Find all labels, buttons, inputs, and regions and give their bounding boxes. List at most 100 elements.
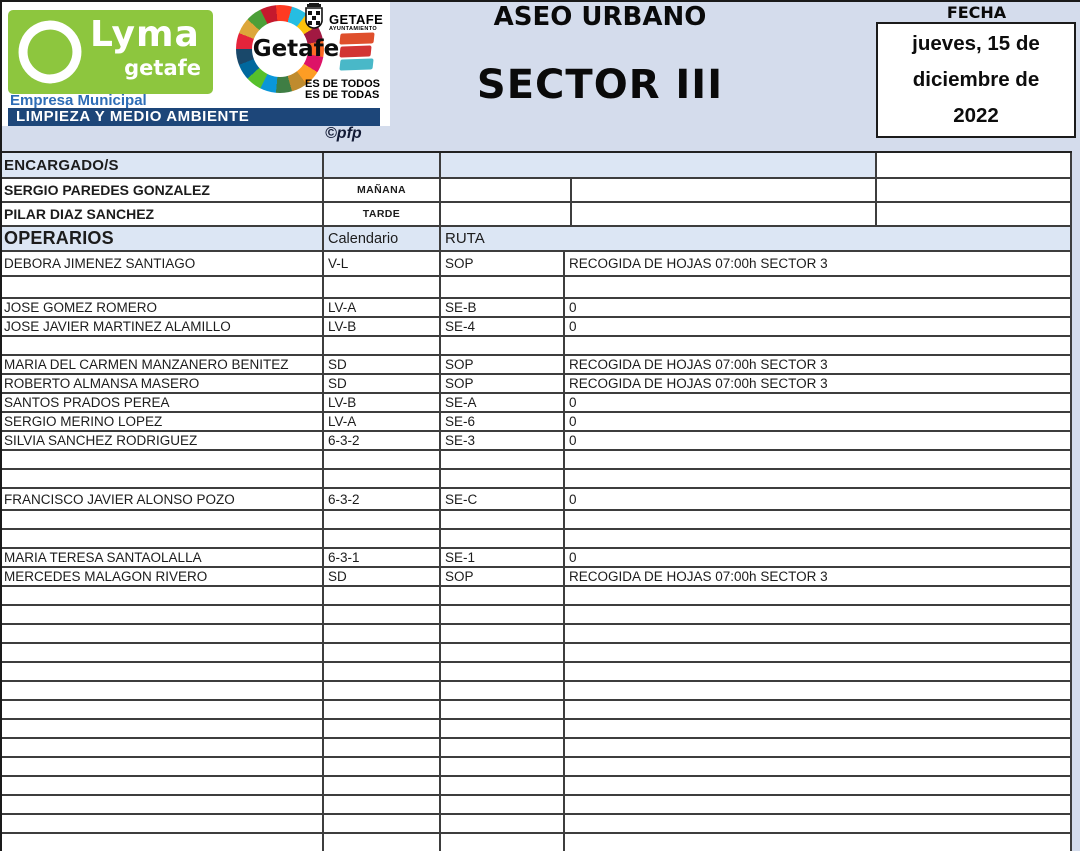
calendario-cell[interactable] [324,777,441,794]
tarea-cell[interactable]: 0 [565,432,1072,449]
calendario-cell[interactable] [324,758,441,775]
tarea-cell[interactable]: 0 [565,549,1072,566]
operario-name-cell[interactable]: DEBORA JIMENEZ SANTIAGO [0,252,324,275]
tarea-cell[interactable]: 0 [565,413,1072,430]
ruta-cell[interactable] [441,337,565,354]
tarea-cell[interactable] [565,470,1072,487]
calendario-header-cell[interactable]: Calendario [324,227,441,250]
calendario-cell[interactable] [324,587,441,604]
operario-name-cell[interactable]: FRANCISCO JAVIER ALONSO POZO [0,489,324,509]
operario-name-cell[interactable]: SANTOS PRADOS PEREA [0,394,324,411]
tarea-cell[interactable]: 0 [565,394,1072,411]
operario-name-cell[interactable]: SERGIO MERINO LOPEZ [0,413,324,430]
operario-name-cell[interactable] [0,337,324,354]
operario-name-cell[interactable]: ROBERTO ALMANSA MASERO [0,375,324,392]
calendario-cell[interactable] [324,606,441,623]
tarea-cell[interactable] [565,277,1072,297]
tarea-cell[interactable] [565,511,1072,528]
tarea-cell[interactable]: RECOGIDA DE HOJAS 07:00h SECTOR 3 [565,375,1072,392]
operario-name-cell[interactable] [0,796,324,813]
calendario-cell[interactable] [324,644,441,661]
calendario-cell[interactable] [324,470,441,487]
calendario-cell[interactable] [324,701,441,718]
operario-name-cell[interactable] [0,644,324,661]
tarea-cell[interactable] [565,720,1072,737]
ruta-cell[interactable] [441,682,565,699]
ruta-cell[interactable] [441,720,565,737]
ruta-cell[interactable]: SE-C [441,489,565,509]
tarea-cell[interactable] [565,701,1072,718]
calendario-cell[interactable] [324,511,441,528]
ruta-cell[interactable]: SE-B [441,299,565,316]
empty-cell[interactable] [441,203,572,225]
tarea-cell[interactable] [565,758,1072,775]
ruta-cell[interactable] [441,796,565,813]
empty-cell[interactable] [572,179,877,201]
operario-name-cell[interactable] [0,777,324,794]
empty-cell[interactable] [441,153,877,177]
operario-name-cell[interactable] [0,530,324,547]
tarea-cell[interactable] [565,530,1072,547]
tarea-cell[interactable] [565,777,1072,794]
operario-name-cell[interactable] [0,739,324,756]
operario-name-cell[interactable] [0,663,324,680]
ruta-cell[interactable]: SE-6 [441,413,565,430]
calendario-cell[interactable] [324,720,441,737]
calendario-cell[interactable]: LV-A [324,299,441,316]
calendario-cell[interactable] [324,796,441,813]
tarea-cell[interactable] [565,682,1072,699]
ruta-cell[interactable] [441,606,565,623]
calendario-cell[interactable] [324,663,441,680]
ruta-cell[interactable] [441,277,565,297]
encargado-name-cell[interactable]: SERGIO PAREDES GONZALEZ [0,179,324,201]
tarea-cell[interactable]: 0 [565,318,1072,335]
ruta-cell[interactable]: SOP [441,375,565,392]
operario-name-cell[interactable] [0,470,324,487]
tarea-cell[interactable] [565,796,1072,813]
ruta-cell[interactable]: SE-3 [441,432,565,449]
calendario-cell[interactable] [324,451,441,468]
operario-name-cell[interactable] [0,625,324,642]
ruta-cell[interactable] [441,739,565,756]
ruta-cell[interactable]: SOP [441,356,565,373]
turno-cell[interactable]: MAÑANA [324,179,441,201]
operario-name-cell[interactable]: JOSE GOMEZ ROMERO [0,299,324,316]
empty-cell[interactable] [877,153,1072,177]
fecha-value-cell[interactable]: jueves, 15 de diciembre de 2022 [876,22,1076,138]
calendario-cell[interactable]: LV-B [324,318,441,335]
operario-name-cell[interactable] [0,587,324,604]
tarea-cell[interactable] [565,663,1072,680]
operario-name-cell[interactable]: MERCEDES MALAGON RIVERO [0,568,324,585]
ruta-cell[interactable] [441,777,565,794]
calendario-cell[interactable] [324,337,441,354]
empty-cell[interactable] [324,153,441,177]
ruta-cell[interactable]: SE-1 [441,549,565,566]
tarea-cell[interactable]: 0 [565,299,1072,316]
ruta-cell[interactable]: SOP [441,252,565,275]
tarea-cell[interactable] [565,625,1072,642]
tarea-cell[interactable] [565,451,1072,468]
calendario-cell[interactable] [324,739,441,756]
operario-name-cell[interactable] [0,606,324,623]
tarea-cell[interactable] [565,739,1072,756]
operario-name-cell[interactable]: MARIA TERESA SANTAOLALLA [0,549,324,566]
calendario-cell[interactable]: LV-B [324,394,441,411]
calendario-cell[interactable]: SD [324,375,441,392]
ruta-cell[interactable] [441,530,565,547]
operario-name-cell[interactable]: SILVIA SANCHEZ RODRIGUEZ [0,432,324,449]
encargados-header-cell[interactable]: ENCARGADO/S [0,153,324,177]
ruta-cell[interactable] [441,470,565,487]
operario-name-cell[interactable]: MARIA DEL CARMEN MANZANERO BENITEZ [0,356,324,373]
calendario-cell[interactable] [324,682,441,699]
empty-cell[interactable] [877,203,1072,225]
ruta-cell[interactable] [441,625,565,642]
ruta-cell[interactable] [441,451,565,468]
calendario-cell[interactable]: V-L [324,252,441,275]
tarea-cell[interactable] [565,815,1072,832]
operario-name-cell[interactable] [0,451,324,468]
calendario-cell[interactable] [324,530,441,547]
tarea-cell[interactable]: 0 [565,489,1072,509]
ruta-cell[interactable] [441,587,565,604]
calendario-cell[interactable]: SD [324,568,441,585]
operarios-header-cell[interactable]: OPERARIOS [0,227,324,250]
